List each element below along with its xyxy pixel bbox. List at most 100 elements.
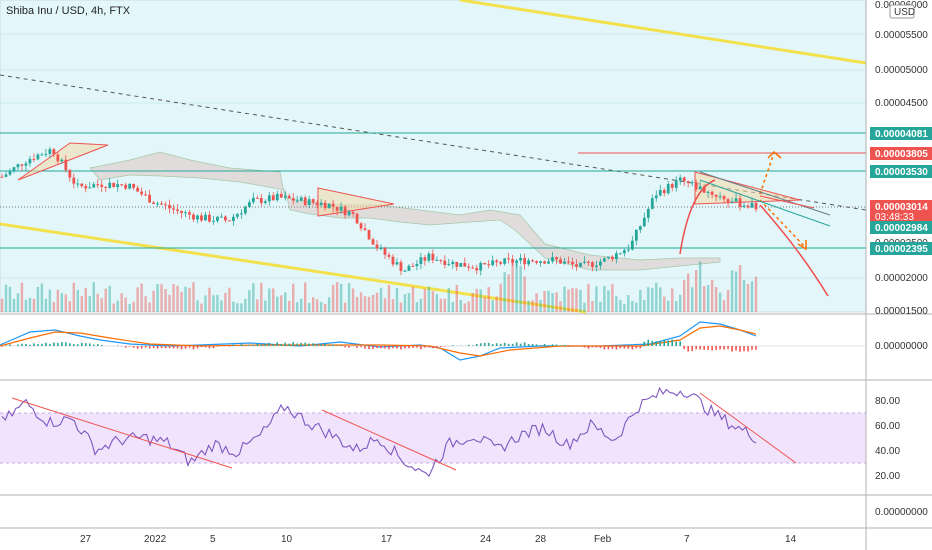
volume-bar: [531, 300, 534, 312]
macd-histogram-bar: [216, 346, 219, 347]
candle-body: [571, 261, 574, 265]
candle-body: [172, 208, 175, 210]
candle-body: [511, 259, 515, 263]
candle-body: [335, 206, 339, 211]
candle-body: [483, 262, 487, 265]
volume-bar: [112, 303, 115, 312]
time-tick: Feb: [594, 534, 612, 545]
candle-body: [694, 182, 698, 190]
macd-histogram-bar: [248, 344, 251, 346]
projection-arrows: [679, 150, 831, 297]
volume-bar: [343, 302, 347, 312]
candle-body: [415, 263, 419, 267]
candle-body: [411, 265, 415, 267]
macd-histogram-bar: [300, 342, 303, 346]
volume-bar: [272, 288, 275, 312]
volume-bar: [579, 289, 582, 312]
macd-histogram-bar: [380, 346, 382, 349]
macd-histogram-bar: [164, 346, 167, 349]
volume-bar: [395, 287, 399, 312]
macd-histogram-bar: [80, 342, 83, 346]
volume-bar: [64, 294, 68, 312]
macd-histogram-bar: [555, 344, 558, 346]
volume-bar: [591, 301, 594, 312]
candle-body: [547, 261, 550, 264]
candle-body: [108, 182, 112, 188]
candle-body: [527, 260, 531, 265]
candle-body: [140, 191, 144, 195]
volume-bar: [156, 284, 159, 312]
macd-histogram-bar: [372, 346, 374, 350]
macd-histogram-bar: [607, 346, 610, 350]
candle-body: [220, 216, 223, 218]
macd-histogram-bar: [340, 345, 342, 346]
volume-bar: [256, 299, 259, 312]
volume-bar: [232, 301, 235, 312]
volume-bar: [84, 287, 87, 312]
macd-histogram-bar: [727, 346, 729, 350]
macd-histogram-bar: [487, 342, 490, 346]
candle-body: [579, 262, 582, 267]
candle-body: [355, 213, 359, 224]
macd-histogram-bar: [639, 346, 642, 349]
price-badge-4-countdown: 03:48:33: [875, 212, 914, 223]
macd-histogram-bar: [232, 344, 235, 346]
macd-signal-line: [0, 325, 757, 357]
price-badge-3: 0.00003530: [875, 167, 928, 178]
macd-histogram-bar: [136, 346, 139, 349]
macd-histogram-bar: [172, 346, 175, 349]
volume-bar: [718, 292, 722, 312]
candle-body: [36, 154, 40, 160]
volume-bar: [463, 303, 466, 312]
volume-bar: [663, 296, 666, 312]
candle-body: [52, 149, 56, 155]
time-tick: 10: [281, 534, 293, 545]
candle-body: [674, 180, 678, 188]
volume-bar: [276, 296, 279, 312]
volume-bar: [507, 274, 510, 312]
volume-bar: [730, 270, 734, 312]
candle-body: [539, 261, 542, 263]
macd-histogram-bar: [599, 346, 602, 348]
macd-histogram-bar: [687, 346, 689, 352]
macd-histogram-bar: [96, 344, 99, 346]
volume-bar: [212, 295, 215, 312]
candle-body: [583, 261, 586, 263]
candle-body: [327, 203, 331, 209]
candle-body: [100, 184, 104, 187]
candle-body: [148, 194, 152, 203]
volume-bar: [100, 298, 103, 312]
volume-bar: [379, 287, 383, 312]
candle-body: [188, 212, 191, 215]
candle-body: [28, 158, 32, 164]
candle-body: [196, 215, 199, 220]
volume-bar: [583, 302, 586, 312]
candle-body: [746, 205, 750, 208]
macd-histogram-bar: [184, 346, 187, 349]
volume-bar: [268, 288, 271, 312]
volume-bar: [200, 303, 203, 312]
candle-body: [634, 229, 638, 241]
macd-histogram-bar: [144, 346, 147, 348]
candle-body: [367, 230, 371, 240]
macd-histogram-bar: [495, 343, 498, 346]
volume-bar: [375, 292, 379, 312]
candle-body: [519, 257, 523, 261]
macd-histogram-bar: [751, 346, 753, 350]
volume-bar: [679, 294, 682, 312]
candle-body: [654, 195, 658, 199]
volume-bar: [619, 300, 622, 312]
candle-body: [535, 261, 538, 263]
currency-badge-box[interactable]: [889, 4, 915, 19]
macd-histogram-bar: [9, 344, 11, 346]
macd-histogram-bar: [244, 345, 247, 346]
candle-body: [307, 199, 311, 205]
volume-bar: [571, 288, 574, 312]
candle-body: [323, 202, 327, 209]
candle-body: [666, 184, 670, 194]
macd-histogram-bar: [384, 346, 386, 349]
volume-bar: [655, 282, 658, 312]
macd-histogram-bar: [288, 343, 291, 346]
macd-histogram-bar: [420, 346, 422, 350]
